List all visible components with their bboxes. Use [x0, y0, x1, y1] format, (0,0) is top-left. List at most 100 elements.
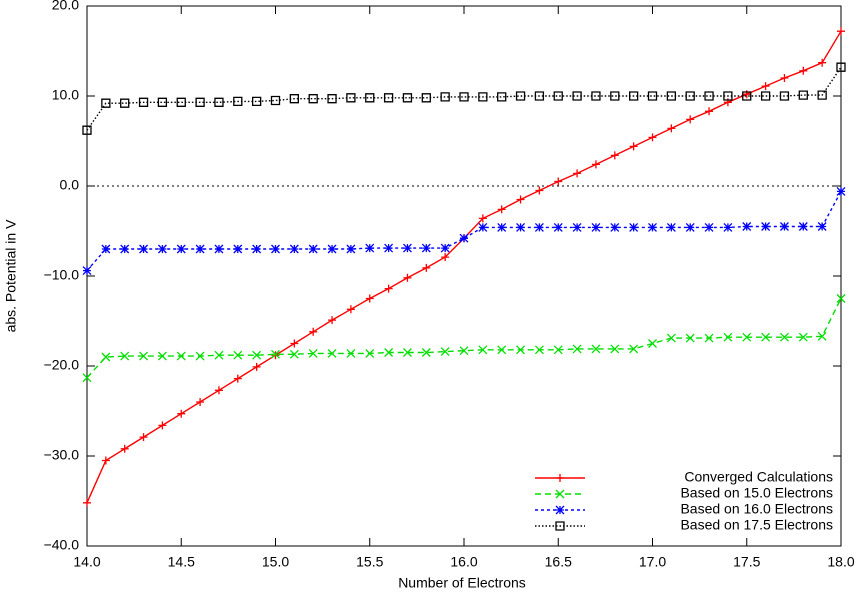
marker — [798, 332, 808, 342]
x-tick-label: 17.5 — [733, 554, 760, 570]
marker — [120, 244, 130, 254]
marker — [157, 244, 167, 254]
marker — [572, 344, 582, 354]
marker — [591, 344, 601, 354]
marker — [779, 332, 789, 342]
x-tick-label: 16.5 — [545, 554, 572, 570]
marker — [573, 169, 582, 178]
marker — [761, 82, 770, 91]
legend-label: Based on 16.0 Electrons — [680, 501, 833, 517]
marker — [270, 95, 281, 106]
marker — [327, 244, 337, 254]
marker — [554, 177, 563, 186]
marker — [271, 349, 280, 359]
marker — [233, 374, 242, 383]
legend-label: Based on 17.5 Electrons — [680, 517, 833, 533]
y-tick-label: −40.0 — [44, 537, 80, 553]
marker — [497, 92, 507, 102]
marker — [817, 222, 827, 231]
marker — [478, 214, 487, 223]
y-axis-label: abs. Potential in V — [3, 219, 19, 333]
marker — [195, 351, 205, 361]
marker — [648, 339, 657, 348]
marker — [289, 349, 299, 359]
legend-marker — [555, 521, 565, 531]
marker — [686, 115, 695, 124]
marker — [422, 263, 431, 272]
marker — [214, 97, 224, 107]
x-tick-label: 15.0 — [262, 554, 289, 570]
marker — [478, 92, 488, 102]
marker — [384, 243, 394, 253]
marker — [610, 344, 620, 354]
marker — [459, 233, 469, 243]
marker — [214, 244, 224, 254]
marker — [799, 66, 808, 75]
marker — [779, 91, 790, 101]
marker — [760, 91, 771, 101]
marker — [421, 243, 431, 253]
marker — [177, 409, 186, 418]
marker — [610, 91, 620, 101]
marker — [591, 160, 600, 169]
marker — [289, 94, 299, 104]
marker — [440, 243, 450, 253]
marker — [535, 186, 544, 195]
marker — [176, 244, 186, 254]
marker — [629, 222, 639, 232]
marker — [290, 339, 299, 348]
marker — [742, 222, 752, 231]
x-tick-label: 14.0 — [73, 554, 100, 570]
x-tick-label: 17.0 — [639, 554, 666, 570]
marker — [572, 222, 582, 232]
marker — [421, 348, 431, 357]
marker — [780, 74, 789, 82]
plot-frame — [86, 5, 842, 547]
marker — [402, 93, 413, 103]
marker — [402, 348, 412, 357]
x-tick-label: 16.0 — [450, 554, 477, 570]
marker — [120, 444, 129, 453]
marker — [667, 124, 676, 133]
y-tick-label: −20.0 — [44, 357, 80, 373]
marker — [252, 362, 261, 371]
marker — [610, 222, 620, 232]
marker — [157, 351, 167, 361]
marker — [157, 97, 168, 107]
marker — [723, 91, 733, 101]
marker — [534, 222, 544, 232]
marker — [176, 97, 186, 107]
x-tick-label: 18.0 — [827, 554, 854, 570]
y-tick-label: −10.0 — [44, 267, 80, 283]
legend-label: Based on 15.0 Electrons — [680, 485, 833, 501]
marker — [798, 222, 808, 231]
marker — [591, 222, 601, 232]
marker — [516, 222, 526, 232]
marker — [647, 91, 658, 101]
marker — [648, 133, 657, 142]
marker — [648, 222, 657, 232]
marker — [836, 186, 846, 196]
marker — [101, 456, 110, 465]
y-tick-label: 10.0 — [52, 87, 79, 103]
marker — [553, 222, 563, 232]
marker — [365, 243, 375, 253]
marker — [101, 98, 111, 108]
marker — [82, 125, 92, 135]
marker — [139, 351, 149, 361]
marker — [497, 345, 507, 355]
marker — [610, 151, 619, 160]
marker — [421, 93, 431, 103]
marker — [346, 348, 356, 358]
marker — [346, 305, 355, 314]
marker — [761, 222, 771, 231]
marker — [308, 244, 318, 254]
marker — [327, 94, 337, 104]
marker — [629, 142, 638, 151]
marker — [685, 333, 695, 343]
marker — [233, 350, 243, 360]
x-tick-label: 14.5 — [168, 554, 195, 570]
marker — [101, 244, 111, 254]
marker — [365, 93, 375, 103]
